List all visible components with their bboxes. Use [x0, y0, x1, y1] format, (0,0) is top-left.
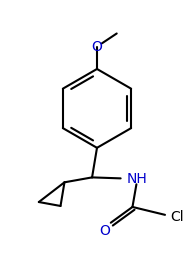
Text: O: O — [91, 40, 102, 54]
Text: O: O — [99, 224, 110, 238]
Text: NH: NH — [127, 172, 147, 186]
Text: Cl: Cl — [170, 210, 184, 224]
